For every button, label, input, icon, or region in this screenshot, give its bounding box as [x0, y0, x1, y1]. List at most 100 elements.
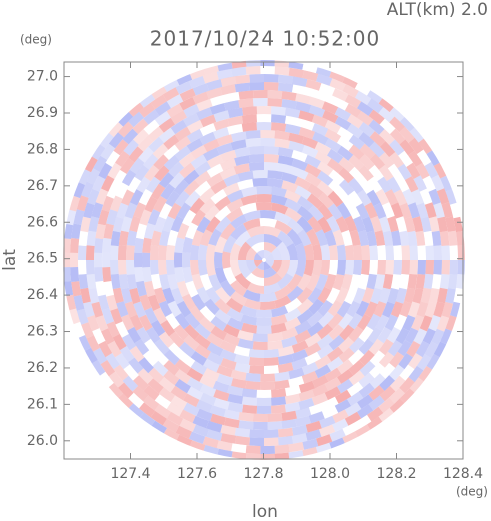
y-unit: (deg)	[20, 33, 52, 47]
radar-texture	[121, 314, 135, 331]
radar-texture	[106, 321, 120, 338]
radar-texture	[174, 267, 185, 283]
radar-texture	[154, 101, 171, 116]
radar-texture	[220, 424, 236, 436]
radar-texture	[447, 274, 458, 290]
radar-texture	[158, 172, 175, 189]
radar-texture	[274, 220, 293, 235]
radar-texture	[185, 222, 199, 240]
radar-texture	[205, 260, 216, 277]
radar-texture	[72, 321, 86, 339]
radar-texture	[191, 229, 204, 247]
radar-texture	[319, 415, 336, 429]
radar-texture	[128, 111, 145, 128]
radar-texture	[158, 117, 176, 133]
radar-texture	[359, 360, 376, 377]
radar-texture	[368, 119, 385, 135]
radar-texture	[271, 396, 287, 406]
radar-texture	[312, 243, 323, 260]
radar-texture	[359, 349, 375, 366]
radar-texture	[159, 230, 170, 247]
radar-texture	[158, 387, 176, 403]
radar-texture	[110, 195, 123, 212]
radar-texture	[78, 230, 89, 246]
radar-texture	[379, 118, 396, 135]
radar-texture	[322, 396, 339, 410]
radar-texture	[302, 438, 319, 450]
radar-texture	[223, 173, 240, 187]
radar-texture	[364, 301, 378, 318]
radar-texture	[267, 331, 284, 342]
radar-texture	[251, 242, 264, 253]
radar-texture	[409, 126, 425, 143]
radar-texture	[151, 230, 162, 247]
radar-texture	[118, 382, 134, 399]
radar-texture	[204, 298, 220, 315]
radar-texture	[183, 179, 200, 196]
radar-texture	[129, 215, 141, 233]
radar-texture	[190, 154, 207, 169]
radar-texture	[348, 154, 365, 171]
radar-texture	[377, 327, 392, 344]
radar-texture	[126, 274, 137, 290]
radar-texture	[179, 409, 196, 423]
radar-texture	[317, 161, 334, 176]
radar-texture	[301, 362, 319, 376]
radar-texture	[107, 340, 122, 358]
radar-texture	[318, 311, 334, 328]
radar-texture	[138, 314, 153, 332]
radar-texture	[133, 375, 149, 391]
radar-texture	[292, 84, 308, 96]
radar-texture	[230, 369, 247, 381]
radar-texture	[169, 172, 185, 189]
radar-texture	[326, 215, 341, 233]
radar-texture	[150, 245, 159, 260]
radar-texture	[328, 244, 339, 260]
radar-texture	[409, 260, 418, 275]
radar-texture	[353, 216, 366, 233]
radar-texture	[305, 429, 322, 441]
radar-texture	[393, 260, 403, 275]
radar-texture	[413, 328, 427, 345]
radar-texture	[319, 424, 336, 437]
radar-texture	[278, 427, 294, 438]
radar-texture	[274, 211, 292, 225]
radar-texture	[183, 112, 200, 127]
radar-texture	[214, 251, 223, 269]
radar-texture	[124, 301, 138, 318]
radar-texture	[87, 188, 100, 205]
radar-texture	[298, 110, 315, 122]
radar-texture	[367, 98, 384, 114]
radar-texture	[255, 202, 273, 211]
radar-texture	[153, 154, 169, 171]
radar-texture	[150, 260, 159, 275]
radar-texture	[352, 260, 362, 276]
radar-texture	[378, 216, 391, 233]
radar-texture	[389, 351, 405, 368]
radar-texture	[153, 287, 167, 304]
radar-texture	[170, 395, 188, 410]
radar-texture	[186, 128, 204, 143]
radar-texture	[358, 273, 369, 290]
radar-texture	[138, 357, 154, 374]
radar-texture	[208, 274, 222, 292]
radar-texture	[169, 331, 185, 348]
radar-texture	[143, 119, 160, 135]
radar-texture	[190, 145, 208, 160]
radar-texture	[230, 260, 242, 277]
radar-texture	[249, 146, 264, 155]
radar-texture	[105, 150, 120, 167]
radar-texture	[324, 273, 337, 291]
radar-texture	[367, 406, 384, 422]
radar-texture	[205, 287, 221, 304]
radar-texture	[208, 228, 222, 246]
radar-texture	[223, 182, 240, 196]
radar-texture	[271, 194, 288, 206]
radar-texture	[144, 307, 158, 324]
y-tick-label: 26.9	[27, 105, 58, 121]
radar-texture	[413, 175, 427, 192]
radar-texture	[431, 328, 445, 346]
radar-texture	[384, 314, 399, 331]
radar-texture	[160, 183, 176, 200]
radar-texture	[224, 417, 240, 429]
